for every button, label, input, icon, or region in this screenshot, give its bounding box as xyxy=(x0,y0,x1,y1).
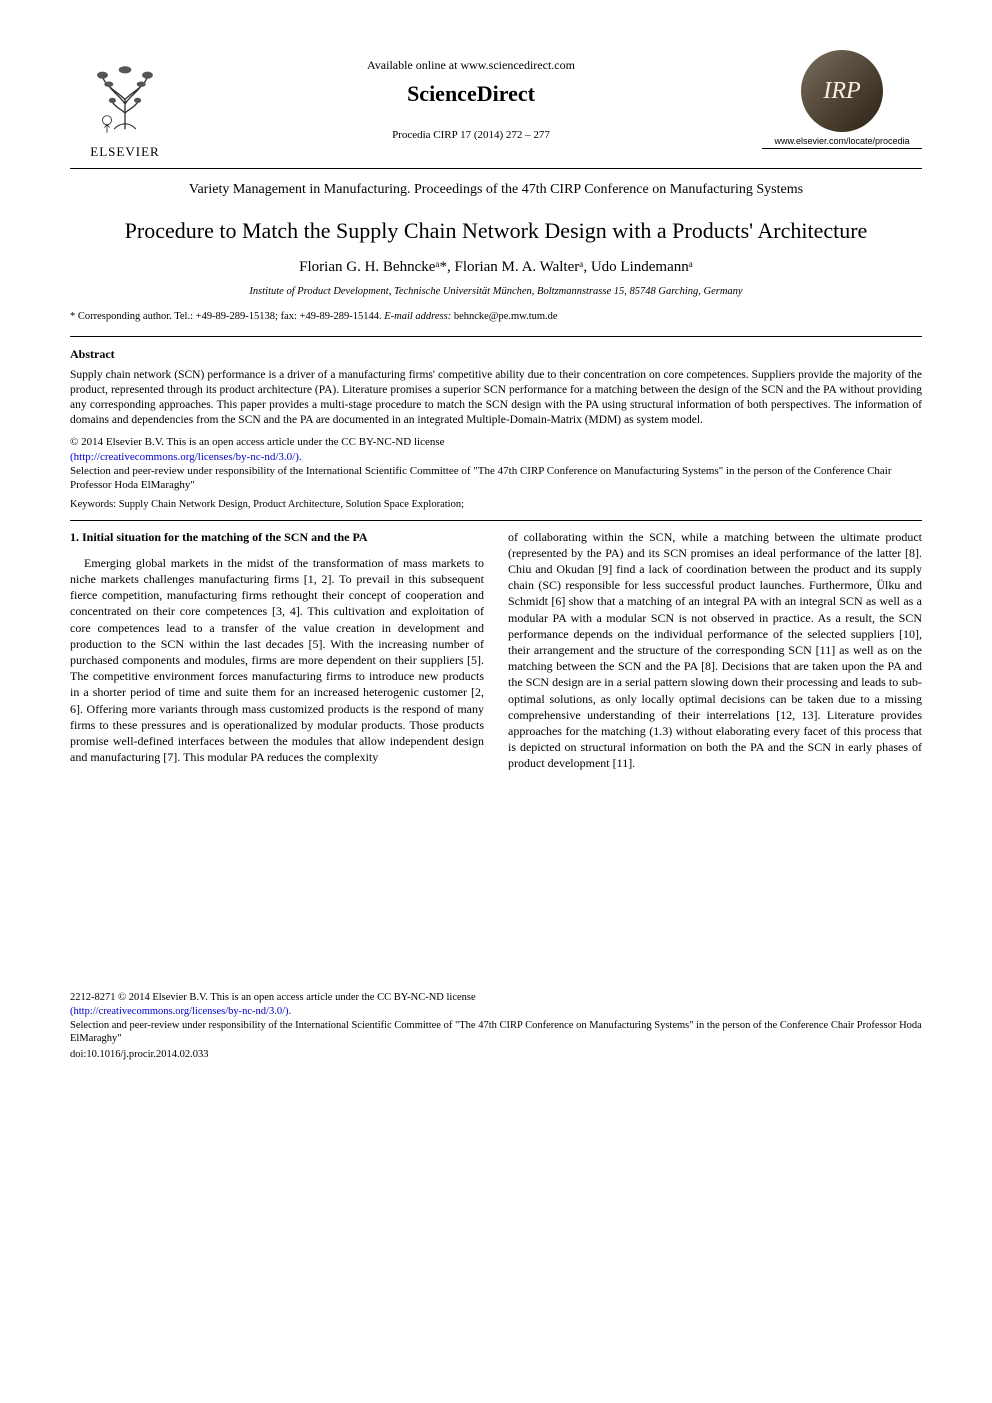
email-label: E-mail address: xyxy=(384,311,451,322)
abstract-top-separator xyxy=(70,336,922,337)
center-header: Available online at www.sciencedirect.co… xyxy=(180,50,762,145)
footer-issn: 2212-8271 © 2014 Elsevier B.V. This is a… xyxy=(70,991,922,1005)
body-left-text: Emerging global markets in the midst of … xyxy=(70,555,484,765)
body-columns: 1. Initial situation for the matching of… xyxy=(70,529,922,772)
irp-url: www.elsevier.com/locate/procedia xyxy=(762,136,922,146)
elsevier-tree-icon xyxy=(80,50,170,140)
copyright-block: © 2014 Elsevier B.V. This is an open acc… xyxy=(70,435,922,492)
section-1-heading: 1. Initial situation for the matching of… xyxy=(70,529,484,545)
copyright-line2: Selection and peer-review under responsi… xyxy=(70,464,922,493)
conference-title: Variety Management in Manufacturing. Pro… xyxy=(70,181,922,199)
affiliation: Institute of Product Development, Techni… xyxy=(70,286,922,297)
header-separator xyxy=(70,168,922,169)
right-column: of collaborating within the SCN, while a… xyxy=(508,529,922,772)
left-column: 1. Initial situation for the matching of… xyxy=(70,529,484,772)
elsevier-block: ELSEVIER xyxy=(70,50,180,160)
available-online: Available online at www.sciencedirect.co… xyxy=(180,58,762,73)
elsevier-logo xyxy=(80,50,170,140)
irp-block: IRP www.elsevier.com/locate/procedia xyxy=(762,50,922,149)
keywords: Keywords: Supply Chain Network Design, P… xyxy=(70,499,922,510)
header-row: ELSEVIER Available online at www.science… xyxy=(70,50,922,160)
body-right-text: of collaborating within the SCN, while a… xyxy=(508,529,922,772)
authors-text: Florian G. H. Behnckeᵃ*, Florian M. A. W… xyxy=(299,259,693,275)
footer-peer-review: Selection and peer-review under responsi… xyxy=(70,1019,922,1046)
authors: Florian G. H. Behnckeᵃ*, Florian M. A. W… xyxy=(70,259,922,276)
sciencedirect-logo: ScienceDirect xyxy=(180,81,762,107)
abstract-bottom-separator xyxy=(70,520,922,521)
abstract-text: Supply chain network (SCN) performance i… xyxy=(70,368,922,428)
corresponding-author: * Corresponding author. Tel.: +49-89-289… xyxy=(70,311,922,322)
corresponding-prefix: * Corresponding author. Tel.: +49-89-289… xyxy=(70,311,384,322)
irp-label: IRP xyxy=(823,78,860,105)
license-link[interactable]: (http://creativecommons.org/licenses/by-… xyxy=(70,451,302,463)
irp-logo-icon: IRP xyxy=(801,50,883,132)
elsevier-label: ELSEVIER xyxy=(70,144,180,160)
abstract-heading: Abstract xyxy=(70,347,922,362)
footer-block: 2212-8271 © 2014 Elsevier B.V. This is a… xyxy=(70,991,922,1061)
footer-doi: doi:10.1016/j.procir.2014.02.033 xyxy=(70,1048,922,1062)
paper-title: Procedure to Match the Supply Chain Netw… xyxy=(70,217,922,245)
procedia-citation: Procedia CIRP 17 (2014) 272 – 277 xyxy=(180,129,762,141)
corresponding-email: behncke@pe.mw.tum.de xyxy=(451,311,557,322)
copyright-line1: © 2014 Elsevier B.V. This is an open acc… xyxy=(70,435,922,449)
footer-license-link[interactable]: (http://creativecommons.org/licenses/by-… xyxy=(70,1006,291,1017)
